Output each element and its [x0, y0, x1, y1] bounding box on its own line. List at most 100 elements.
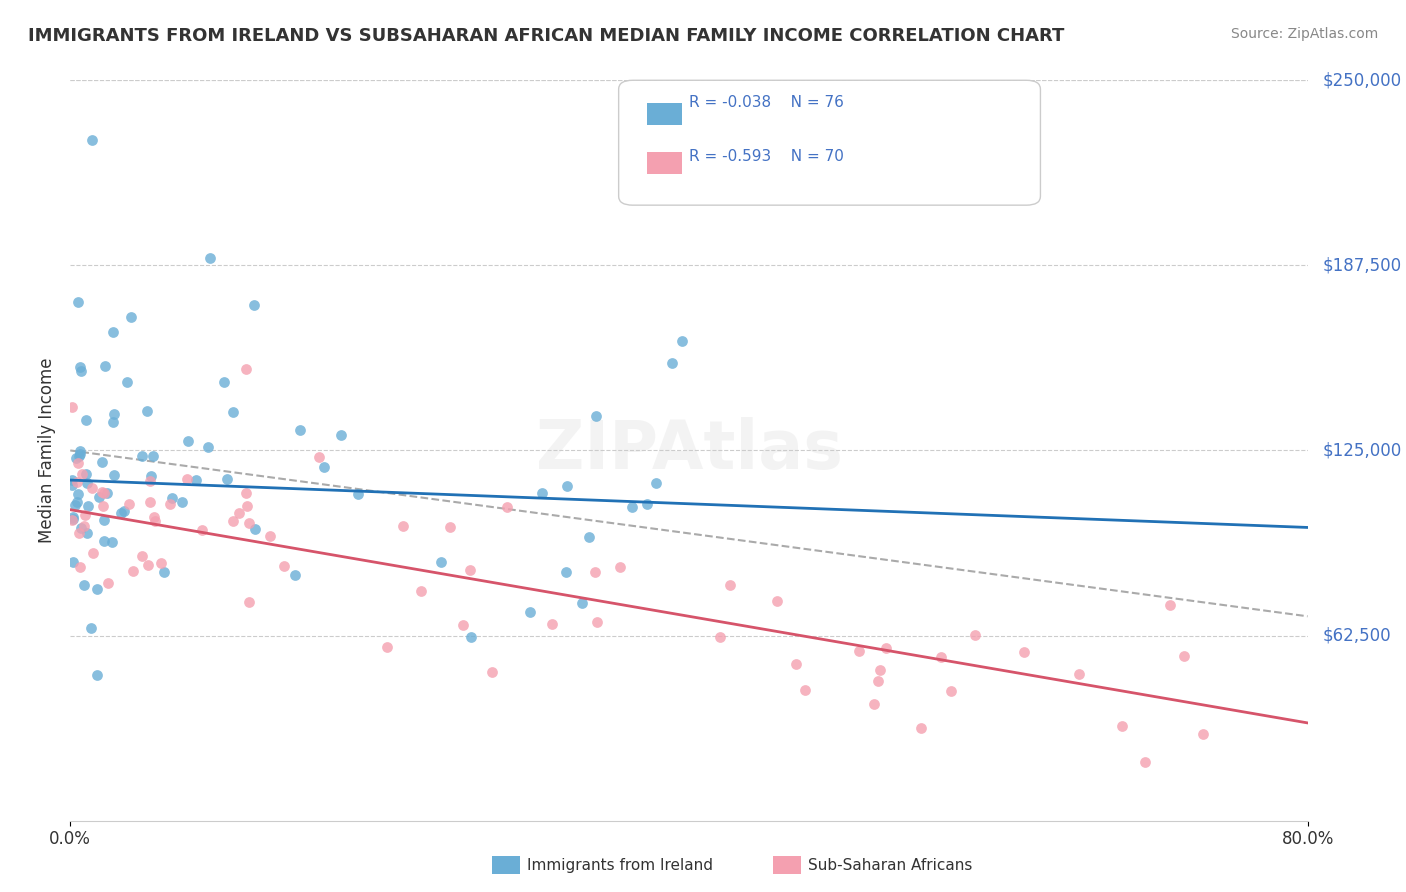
Point [519, 606, 541, 620]
Point [139, 495, 162, 509]
Text: $187,500: $187,500 [1323, 256, 1402, 275]
Point [170, 494, 193, 508]
Point [347, 486, 370, 500]
Point [245, 522, 267, 536]
Point [583, 565, 606, 579]
Point [671, 334, 693, 349]
Text: R = -0.593    N = 70: R = -0.593 N = 70 [689, 149, 844, 163]
Point [312, 460, 335, 475]
Point [1133, 756, 1156, 770]
Point [645, 476, 668, 491]
Point [242, 298, 264, 312]
Point [60, 400, 83, 414]
Point [910, 721, 932, 735]
Point [585, 409, 607, 423]
Text: $250,000: $250,000 [1323, 71, 1402, 89]
Point [136, 404, 159, 418]
Point [215, 472, 238, 486]
Point [785, 657, 807, 671]
Text: R = -0.038    N = 76: R = -0.038 N = 76 [689, 95, 844, 110]
Point [875, 641, 897, 656]
Point [1111, 719, 1133, 733]
Point [159, 497, 181, 511]
Point [139, 468, 162, 483]
Point [143, 514, 166, 528]
Point [73, 519, 96, 533]
Point [439, 520, 461, 534]
Point [110, 506, 132, 520]
Point [793, 682, 815, 697]
Point [62, 510, 84, 524]
Point [103, 407, 125, 421]
Point [101, 415, 124, 429]
Point [238, 594, 260, 608]
Point [866, 674, 889, 689]
Point [62, 512, 84, 526]
Point [554, 566, 576, 580]
Point [1159, 598, 1181, 612]
Point [177, 434, 200, 449]
Point [87, 491, 110, 505]
Point [75, 508, 97, 523]
Point [392, 519, 415, 533]
Point [67, 295, 90, 310]
Point [571, 597, 593, 611]
Point [496, 500, 519, 514]
Point [176, 472, 198, 486]
Point [67, 449, 90, 463]
Text: Sub-Saharan Africans: Sub-Saharan Africans [808, 858, 973, 872]
Point [112, 504, 135, 518]
Point [63, 498, 86, 512]
Point [131, 549, 153, 564]
Point [65, 451, 87, 466]
Point [69, 559, 91, 574]
Point [1012, 644, 1035, 658]
Point [718, 578, 741, 592]
Point [152, 565, 174, 579]
Point [69, 359, 91, 374]
Point [70, 467, 93, 481]
Point [80, 132, 103, 146]
Point [76, 499, 98, 513]
Point [139, 474, 162, 488]
Point [1173, 648, 1195, 663]
Point [765, 594, 787, 608]
Point [190, 523, 212, 537]
Point [1192, 727, 1215, 741]
Point [69, 443, 91, 458]
Point [636, 497, 658, 511]
Point [460, 631, 482, 645]
Text: IMMIGRANTS FROM IRELAND VS SUBSAHARAN AFRICAN MEDIAN FAMILY INCOME CORRELATION C: IMMIGRANTS FROM IRELAND VS SUBSAHARAN AF… [28, 27, 1064, 45]
Point [1067, 666, 1090, 681]
Text: Source: ZipAtlas.com: Source: ZipAtlas.com [1230, 27, 1378, 41]
Point [221, 514, 243, 528]
Point [62, 555, 84, 569]
Point [222, 405, 245, 419]
Point [101, 325, 124, 339]
Point [60, 473, 83, 487]
Point [578, 530, 600, 544]
Point [136, 558, 159, 572]
Point [66, 456, 89, 470]
Point [235, 362, 257, 376]
Point [96, 486, 118, 500]
Point [453, 618, 475, 632]
Point [82, 546, 104, 560]
Point [283, 568, 305, 582]
Point [80, 482, 103, 496]
Point [531, 486, 554, 500]
Point [120, 310, 142, 325]
Point [142, 450, 165, 464]
Point [93, 485, 115, 500]
Point [288, 423, 311, 437]
Point [609, 559, 631, 574]
Point [101, 534, 124, 549]
Point [93, 513, 115, 527]
Point [76, 476, 98, 491]
Point [75, 413, 97, 427]
Point [76, 525, 98, 540]
Point [103, 468, 125, 483]
Point [235, 486, 257, 500]
Point [80, 621, 103, 635]
Point [117, 497, 139, 511]
